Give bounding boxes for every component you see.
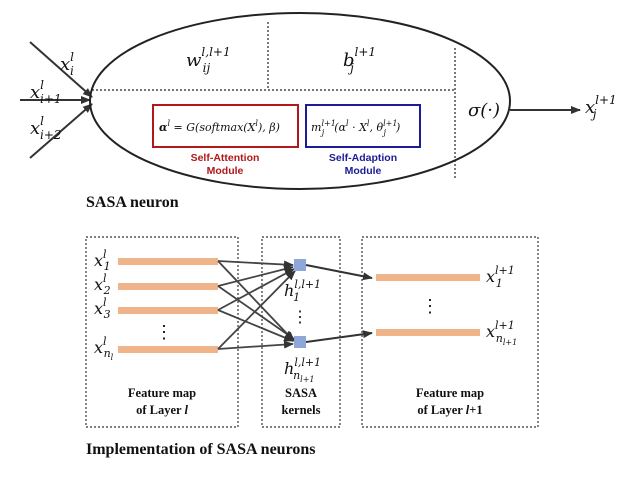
- kernel-to-next-1: [305, 264, 373, 281]
- sasa-kernel-1: [294, 259, 306, 271]
- sasa-kernel-n: [294, 336, 306, 348]
- conn-2-n: [217, 285, 295, 340]
- feature-bar-l-n: [118, 346, 218, 353]
- input-label-2: xl i+1: [30, 78, 62, 106]
- self-adaption-label-line1: Self-Adaption: [329, 152, 397, 164]
- input-arrow-1: [29, 41, 93, 98]
- kernel-label-1: hl,l+1 1: [284, 278, 321, 304]
- kernels-box: [261, 236, 341, 428]
- kernel-to-next-n: [305, 330, 373, 343]
- self-attention-label-line2: Module: [207, 165, 244, 177]
- conn-n-n: [217, 340, 294, 350]
- implementation-section-title: Implementation of SASA neurons: [86, 441, 316, 458]
- neuron-body: [89, 12, 511, 190]
- self-attention-box: [152, 104, 299, 148]
- input-label-3: xl i+2: [30, 114, 62, 142]
- weight-label: wl,l+1 ij: [186, 45, 231, 75]
- layer-l1-caption-line2: of Layer l+1: [417, 403, 482, 417]
- layer-l-label-n: xl nl: [94, 335, 114, 362]
- layer-l-label-2: xl 2: [94, 272, 111, 297]
- layer-l1-label-1: xl+1 1: [486, 264, 515, 290]
- feature-bar-l-2: [118, 283, 218, 290]
- layer-l1-caption-line1: Feature map: [416, 386, 484, 400]
- conn-2-1: [217, 265, 294, 287]
- conn-3-n: [217, 309, 294, 342]
- layer-l-caption-line1: Feature map: [128, 386, 196, 400]
- feature-bar-l-1: [118, 258, 218, 265]
- self-attention-label-line1: Self-Attention: [191, 152, 260, 164]
- conn-3-1: [217, 268, 295, 311]
- feature-bar-l1-n: [376, 329, 480, 336]
- output-label: xl+1 j: [585, 93, 617, 121]
- layer-l-ellipsis: ⋮: [155, 322, 173, 343]
- conn-1-n: [217, 260, 295, 342]
- kernel-label-n: hl,l+1 nl+1: [284, 356, 321, 384]
- kernel-ellipsis: ⋮: [292, 307, 308, 326]
- layer-l-label-1: xl 1: [94, 248, 111, 273]
- input-label-1: xl i: [60, 50, 74, 78]
- neuron-section: xl i xl i+1 xl i+2 wl,l+1 ij bl+1 j σ(·) xl+1…: [20, 12, 617, 211]
- conn-1-1: [217, 260, 294, 269]
- layer-l1-ellipsis: ⋮: [421, 296, 439, 317]
- layer-l-label-3: xl 3: [94, 296, 111, 321]
- layer-l1-label-n: xl+1 nl+1: [486, 319, 517, 347]
- input-arrow-3: [29, 103, 93, 159]
- conn-n-1: [217, 270, 296, 350]
- self-adaption-box: [305, 104, 421, 148]
- feature-bar-l1-1: [376, 274, 480, 281]
- implementation-section: xl 1 xl 2 xl 3 ⋮ xl nl ⋮ hl,l+1 1: [85, 236, 539, 458]
- bias-label: bl+1 j: [343, 45, 376, 75]
- layer-l-caption-line2: of Layer l: [136, 403, 188, 417]
- self-attention-formula: αl = G(softmax(Xl), β): [159, 119, 280, 134]
- layer-l-box: [85, 236, 239, 428]
- neuron-section-title: SASA neuron: [86, 194, 179, 211]
- kernels-caption-line2: kernels: [282, 403, 321, 417]
- feature-bar-l-3: [118, 307, 218, 314]
- layer-l1-box: [361, 236, 539, 428]
- activation-label: σ(·): [468, 100, 500, 121]
- kernels-caption-line1: SASA: [285, 386, 317, 400]
- self-adaption-formula: ml+1 j (αl · Xl, θl+1 j): [311, 119, 400, 137]
- self-adaption-label-line2: Module: [345, 165, 382, 177]
- layer-to-kernel-connections: [217, 260, 296, 350]
